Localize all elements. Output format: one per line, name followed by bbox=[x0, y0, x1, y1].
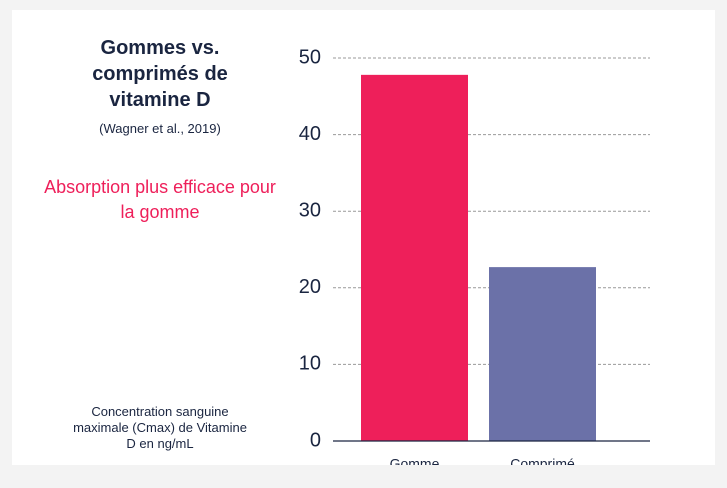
y-tick-label: 0 bbox=[310, 429, 321, 451]
annotation: Absorption plus efficace pour la gomme bbox=[44, 177, 276, 222]
chart-panel: Gommes vs. comprimés de vitamine D (Wagn… bbox=[12, 10, 715, 465]
bar bbox=[361, 74, 468, 442]
chart-title: Gommes vs. comprimés de vitamine D bbox=[92, 37, 228, 111]
y-tick-label: 40 bbox=[299, 123, 321, 145]
chart: 0 10 20 30 40 50 Gomme Comprimé bbox=[299, 46, 650, 465]
y-tick-label: 50 bbox=[299, 46, 321, 68]
y-axis-label: Concentration sanguine maximale (Cmax) d… bbox=[73, 404, 247, 451]
x-tick-label: Gomme bbox=[390, 456, 440, 465]
y-tick-label: 30 bbox=[299, 199, 321, 221]
y-tick-label: 20 bbox=[299, 276, 321, 298]
x-tick-label: Comprimé bbox=[510, 456, 575, 465]
y-tick-label: 10 bbox=[299, 353, 321, 375]
bar bbox=[489, 267, 596, 441]
chart-subtitle: (Wagner et al., 2019) bbox=[99, 121, 221, 136]
